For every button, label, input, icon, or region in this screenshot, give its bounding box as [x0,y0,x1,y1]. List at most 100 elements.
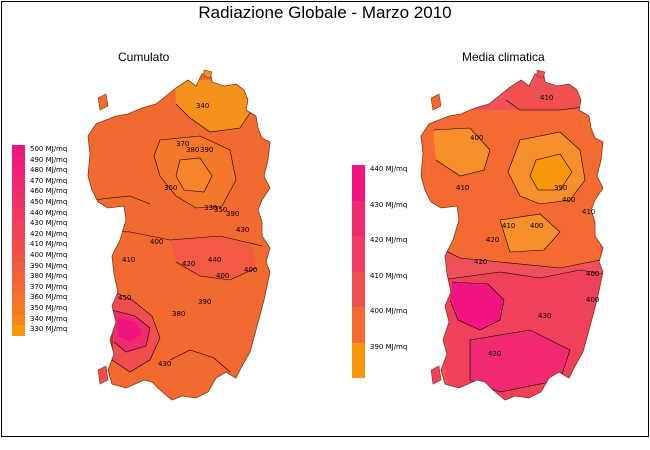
media-contour-nw [432,127,491,177]
legend-label: 340 MJ/mq [30,314,68,323]
contour-label: 390 [198,298,211,306]
media-contour-core [529,153,573,191]
contour-label: 420 [486,236,499,244]
contour-label: 400 [586,270,599,278]
contour-label: 390 [226,210,239,218]
legend-label: 420 MJ/mq [370,236,408,244]
legend-swatch [352,271,365,307]
legend-swatch [352,200,365,236]
legend-row: 400 MJ/mq [352,307,432,343]
media-contour-center [499,213,561,253]
media-central-core [530,154,572,190]
legend-label: 490 MJ/mq [30,155,68,164]
legend-row: 340 MJ/mq [12,314,92,326]
legend-swatch [12,293,25,304]
contour-label: 390 [200,146,213,154]
legend-label: 450 MJ/mq [30,197,68,206]
cumulato-central-core [176,158,212,192]
legend-label: 350 MJ/mq [30,303,68,312]
cumulato-fill-layer [88,74,270,400]
media-contour-410-north [505,99,591,111]
legend-swatch [12,314,25,326]
contour-label: 410 [122,256,135,264]
islet [430,93,442,111]
legend-cumulato: 500 MJ/mq 490 MJ/mq 480 MJ/mq 470 MJ/mq 460 … [12,145,92,336]
legend-row: 430 MJ/mq [12,219,92,230]
contour-label: 410 [540,94,553,102]
contour-label: 410 [502,222,515,230]
contour-label: 450 [118,294,131,302]
cumulato-contour-420 [175,261,257,281]
legend-row: 390 MJ/mq [12,261,92,273]
legend-label: 440 MJ/mq [30,208,68,217]
legend-label: 430 MJ/mq [370,200,408,209]
legend-row: 440 MJ/mq [12,208,92,220]
media-south-core [470,330,570,392]
cumulato-contour-west [91,195,151,205]
legend-swatch [12,176,25,188]
islet [203,69,213,79]
contour-label: 340 [196,102,209,110]
contour-label: 420 [474,258,487,266]
contour-label: 440 [208,256,221,264]
cumulato-southwest-peak [118,318,142,342]
contour-label: 400 [562,196,575,204]
legend-label: 360 MJ/mq [30,293,68,302]
legend-row: 360 MJ/mq [12,293,92,304]
panel-title-media-climatica: Media climatica [462,50,545,64]
cumulato-contour-340 [175,103,253,133]
legend-swatch [12,272,25,283]
legend-swatch [352,307,365,343]
contour-label: 400 [216,272,229,280]
media-contour-420 [440,269,603,281]
islet [97,93,109,111]
legend-swatch [352,165,365,201]
legend-row: 330 MJ/mq [12,325,92,336]
figure-title: Radiazione Globale - Marzo 2010 [198,3,452,22]
cumulato-east-band [170,236,256,280]
legend-row: 350 MJ/mq [12,303,92,315]
legend-label: 430 MJ/mq [30,219,68,228]
legend-swatch [12,208,25,220]
media-north-cap [506,86,590,110]
legend-label: 440 MJ/mq [370,165,408,173]
contour-label: 400 [470,134,483,142]
legend-swatch [12,303,25,315]
contour-label: 430 [538,312,551,320]
legend-swatch [12,155,25,167]
cumulato-contour-core [175,157,213,193]
legend-row: 410 MJ/mq [352,271,432,307]
contour-label: 330 [204,204,217,212]
contour-label: 410 [456,184,469,192]
contour-label: 360 [164,184,177,192]
legend-row: 410 MJ/mq [12,240,92,251]
legend-swatch [12,145,25,156]
cumulato-islets [97,69,213,385]
legend-row: 380 MJ/mq [12,272,92,283]
media-southwest-peak [450,282,504,330]
media-northwest-area [433,128,490,176]
legend-swatch [12,219,25,230]
media-islets [430,69,546,385]
media-contour-labels: 410 400 410 390 400 410 410 400 420 400 … [456,94,599,358]
legend-row: 390 MJ/mq [352,342,432,378]
legend-swatch [12,166,25,177]
contour-label: 400 [150,238,163,246]
contour-label: 380 [186,146,199,154]
media-contour-390 [507,131,586,205]
legend-label: 470 MJ/mq [30,176,68,185]
legend-swatch [12,187,25,198]
legend-label: 400 MJ/mq [30,250,68,259]
legend-swatch [352,236,365,272]
legend-swatch [12,261,25,273]
cumulato-contour-sw [109,289,161,373]
legend-row: 500 MJ/mq [12,145,92,156]
legend-swatch [352,342,365,378]
legend-row: 420 MJ/mq [352,236,432,272]
media-center-south-area [500,214,560,252]
contour-label: 350 [214,206,227,214]
legend-label: 480 MJ/mq [30,166,68,175]
islet [97,365,109,385]
legend-media-climatica: 440 MJ/mq 430 MJ/mq 420 MJ/mq 410 MJ/mq 400 … [352,165,432,378]
